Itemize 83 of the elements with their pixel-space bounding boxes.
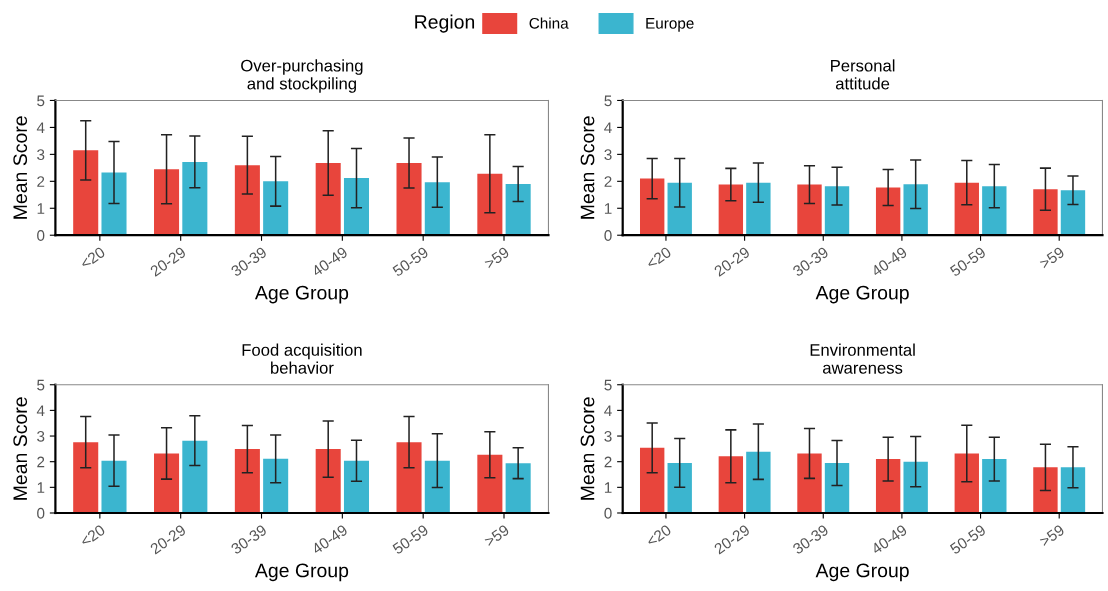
bar bbox=[396, 442, 422, 513]
x-tick-label: >59 bbox=[483, 524, 510, 548]
y-tick-label: 4 bbox=[36, 122, 45, 133]
bar bbox=[797, 453, 822, 513]
y-tick-label: 5 bbox=[37, 379, 45, 391]
x-axis-title: Age Group bbox=[815, 563, 909, 582]
x-tick-label: <20 bbox=[645, 524, 672, 548]
y-tick-label: 2 bbox=[37, 176, 45, 187]
y-tick-label: 3 bbox=[37, 149, 45, 161]
y-tick-label: 4 bbox=[36, 405, 45, 416]
bar bbox=[667, 462, 692, 513]
y-axis-title: Mean Score bbox=[580, 397, 595, 500]
y-tick-label: 1 bbox=[604, 203, 612, 214]
chart-title: Food acquisition behavior bbox=[242, 343, 362, 374]
bar bbox=[315, 449, 341, 513]
y-tick-label: 0 bbox=[604, 230, 612, 241]
y-tick-label: 4 bbox=[604, 405, 612, 416]
bar bbox=[505, 184, 531, 236]
bar bbox=[73, 150, 99, 236]
y-tick-label: 0 bbox=[604, 507, 612, 519]
y-axis-title: Mean Score bbox=[13, 116, 28, 219]
y-axis-title: Mean Score bbox=[580, 116, 595, 219]
bar bbox=[477, 454, 503, 513]
bar bbox=[718, 456, 744, 513]
bar bbox=[424, 460, 450, 513]
x-tick-label: >59 bbox=[1038, 246, 1066, 270]
bar bbox=[234, 449, 260, 513]
y-tick-label: 2 bbox=[604, 456, 612, 468]
bar bbox=[424, 182, 450, 236]
y-tick-label: 3 bbox=[604, 149, 612, 161]
y-tick-label: 2 bbox=[604, 176, 612, 187]
chart-title: Over-purchasing and stockpiling bbox=[241, 59, 363, 93]
bar bbox=[73, 442, 99, 513]
bar bbox=[982, 459, 1007, 513]
bar bbox=[154, 453, 180, 513]
x-tick-label: <20 bbox=[79, 246, 106, 270]
x-tick-label: >59 bbox=[483, 246, 510, 270]
bar bbox=[1060, 467, 1086, 513]
x-axis-title: Age Group bbox=[815, 285, 909, 304]
chart-title: Personal attitude bbox=[831, 59, 895, 90]
bar bbox=[101, 172, 127, 236]
y-tick-label: 3 bbox=[37, 430, 45, 442]
y-tick-label: 4 bbox=[604, 122, 612, 133]
y-tick-label: 1 bbox=[37, 203, 45, 214]
y-tick-label: 1 bbox=[37, 482, 45, 493]
bar bbox=[396, 162, 422, 236]
legend-title: Region bbox=[415, 14, 475, 33]
x-tick-label: >59 bbox=[1038, 524, 1066, 548]
bar bbox=[903, 461, 928, 513]
bar bbox=[182, 161, 208, 236]
y-axis-title: Mean Score bbox=[13, 397, 28, 500]
y-tick-label: 5 bbox=[604, 379, 612, 391]
y-tick-label: 0 bbox=[37, 230, 45, 241]
bar bbox=[1033, 467, 1058, 513]
bar bbox=[824, 462, 850, 513]
y-tick-label: 5 bbox=[37, 95, 45, 107]
x-tick-label: <20 bbox=[79, 524, 106, 548]
bar bbox=[640, 447, 665, 513]
y-tick-label: 1 bbox=[604, 482, 612, 493]
bar bbox=[263, 458, 289, 513]
x-axis-title: Age Group bbox=[254, 285, 349, 304]
bar bbox=[154, 169, 180, 236]
y-tick-label: 0 bbox=[37, 507, 45, 519]
legend-label: Europe bbox=[646, 18, 694, 32]
bar bbox=[477, 173, 503, 236]
y-tick-label: 2 bbox=[37, 456, 45, 468]
bar bbox=[746, 451, 771, 513]
bar bbox=[263, 181, 289, 236]
legend-label: China bbox=[529, 17, 569, 29]
bar bbox=[875, 459, 901, 513]
bar bbox=[505, 463, 531, 513]
x-tick-label: <20 bbox=[645, 246, 672, 270]
bar bbox=[182, 440, 208, 513]
chart-title: Environmental awareness bbox=[810, 343, 915, 374]
bar bbox=[315, 162, 341, 236]
bar bbox=[101, 460, 127, 513]
y-tick-label: 3 bbox=[604, 430, 612, 442]
bar bbox=[343, 178, 370, 236]
y-tick-label: 5 bbox=[604, 95, 612, 107]
bar bbox=[954, 453, 979, 513]
x-axis-title: Age Group bbox=[254, 563, 349, 582]
bar bbox=[234, 165, 260, 236]
bar bbox=[343, 460, 370, 513]
